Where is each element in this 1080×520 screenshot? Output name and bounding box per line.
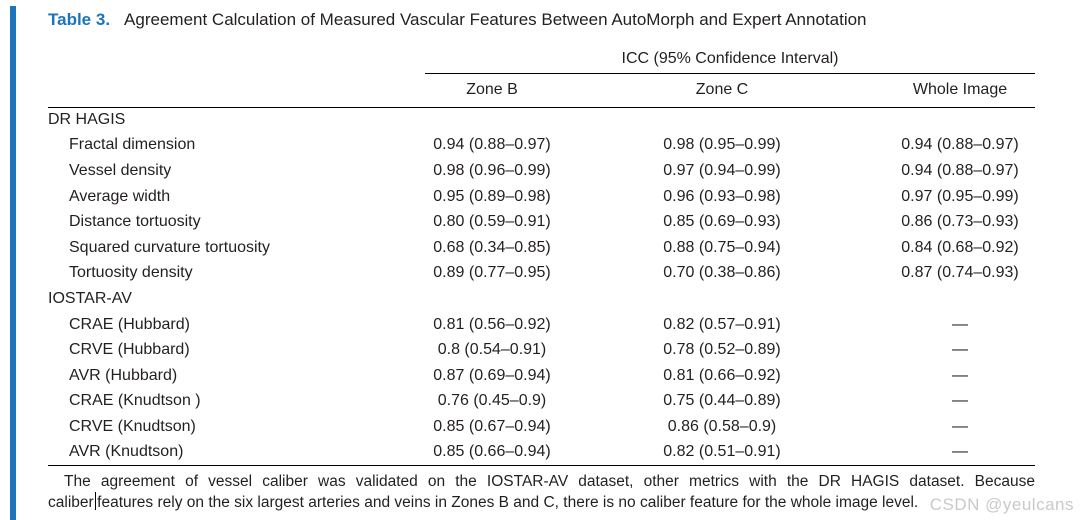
section-header-dr-hagis: DR HAGIS bbox=[48, 111, 126, 129]
csdn-watermark: CSDN @yeulcans bbox=[929, 495, 1074, 514]
whole-image-value: — bbox=[952, 392, 968, 410]
row-label: AVR (Hubbard) bbox=[69, 366, 178, 384]
table-title-text: Agreement Calculation of Measured Vascul… bbox=[124, 10, 867, 29]
icc-spanner-header: ICC (95% Confidence Interval) bbox=[425, 43, 1035, 74]
zone-b-value: 0.89 (0.77–0.95) bbox=[433, 264, 551, 282]
row-label: Tortuosity density bbox=[69, 264, 193, 282]
row-label: CRAE (Knudtson ) bbox=[69, 392, 201, 410]
table-row: Vessel density 0.98 (0.96–0.99) 0.97 (0.… bbox=[48, 158, 1035, 184]
whole-image-value: 0.86 (0.73–0.93) bbox=[901, 213, 1019, 231]
zone-c-value: 0.85 (0.69–0.93) bbox=[663, 213, 781, 231]
section-header-row: IOSTAR-AV bbox=[48, 286, 1035, 312]
whole-image-value: 0.84 (0.68–0.92) bbox=[901, 238, 1019, 256]
whole-image-value: — bbox=[952, 417, 968, 435]
column-header-row: Zone B Zone C Whole Image bbox=[48, 73, 1035, 108]
zone-c-value: 0.82 (0.51–0.91) bbox=[663, 443, 781, 461]
text-cursor bbox=[94, 492, 97, 511]
zone-b-value: 0.85 (0.67–0.94) bbox=[433, 417, 551, 435]
zone-c-value: 0.81 (0.66–0.92) bbox=[663, 366, 781, 384]
whole-image-value: — bbox=[952, 443, 968, 461]
left-accent-bar bbox=[10, 6, 16, 520]
table-footnote: The agreement of vessel caliber was vali… bbox=[48, 472, 1035, 514]
zone-b-value: 0.68 (0.34–0.85) bbox=[433, 238, 551, 256]
col-header-whole-image: Whole Image bbox=[885, 73, 1035, 108]
col-header-zone-c: Zone C bbox=[559, 73, 885, 108]
table-number-label: Table 3. bbox=[48, 10, 111, 29]
section-header-iostar-av: IOSTAR-AV bbox=[48, 289, 132, 307]
table-row: Fractal dimension 0.94 (0.88–0.97) 0.98 … bbox=[48, 133, 1035, 159]
zone-c-value: 0.86 (0.58–0.9) bbox=[667, 417, 777, 435]
zone-b-value: 0.85 (0.66–0.94) bbox=[433, 443, 551, 461]
row-label: Vessel density bbox=[69, 161, 172, 179]
row-label: Average width bbox=[69, 187, 171, 205]
zone-c-value: 0.78 (0.52–0.89) bbox=[663, 341, 781, 359]
row-label: Squared curvature tortuosity bbox=[69, 238, 270, 256]
footnote-line-1[interactable]: The agreement of vessel caliber was vali… bbox=[64, 472, 1035, 490]
zone-c-value: 0.98 (0.95–0.99) bbox=[663, 136, 781, 154]
empty-cell bbox=[48, 43, 425, 73]
whole-image-value: — bbox=[952, 315, 968, 333]
zone-b-value: 0.98 (0.96–0.99) bbox=[433, 161, 551, 179]
row-label: CRVE (Hubbard) bbox=[69, 341, 190, 359]
zone-c-value: 0.97 (0.94–0.99) bbox=[663, 161, 781, 179]
footnote-text-before-cursor: caliber bbox=[48, 494, 94, 512]
table-row: Average width 0.95 (0.89–0.98) 0.96 (0.9… bbox=[48, 184, 1035, 210]
zone-c-value: 0.88 (0.75–0.94) bbox=[663, 238, 781, 256]
empty-cell bbox=[48, 73, 425, 108]
table-row: Tortuosity density 0.89 (0.77–0.95) 0.70… bbox=[48, 261, 1035, 287]
zone-c-value: 0.82 (0.57–0.91) bbox=[663, 315, 781, 333]
table-row: AVR (Hubbard) 0.87 (0.69–0.94) 0.81 (0.6… bbox=[48, 363, 1035, 389]
zone-b-value: 0.8 (0.54–0.91) bbox=[437, 341, 547, 359]
footnote-line-2[interactable]: caliber features rely on the six largest … bbox=[48, 492, 1035, 514]
zone-b-value: 0.87 (0.69–0.94) bbox=[433, 366, 551, 384]
zone-b-value: 0.76 (0.45–0.9) bbox=[437, 392, 547, 410]
row-label: Distance tortuosity bbox=[69, 213, 201, 231]
table-row: CRAE (Knudtson ) 0.76 (0.45–0.9) 0.75 (0… bbox=[48, 389, 1035, 415]
col-header-zone-b: Zone B bbox=[425, 73, 559, 108]
whole-image-value: — bbox=[952, 341, 968, 359]
row-label: AVR (Knudtson) bbox=[69, 443, 184, 461]
zone-b-value: 0.95 (0.89–0.98) bbox=[433, 187, 551, 205]
zone-b-value: 0.80 (0.59–0.91) bbox=[433, 213, 551, 231]
table-row: CRAE (Hubbard) 0.81 (0.56–0.92) 0.82 (0.… bbox=[48, 312, 1035, 338]
row-label: CRAE (Hubbard) bbox=[69, 315, 190, 333]
table-row: Distance tortuosity 0.80 (0.59–0.91) 0.8… bbox=[48, 209, 1035, 235]
zone-c-value: 0.75 (0.44–0.89) bbox=[663, 392, 781, 410]
table-row: Squared curvature tortuosity 0.68 (0.34–… bbox=[48, 235, 1035, 261]
whole-image-value: 0.94 (0.88–0.97) bbox=[901, 136, 1019, 154]
whole-image-value: 0.94 (0.88–0.97) bbox=[901, 161, 1019, 179]
table-row: CRVE (Knudtson) 0.85 (0.67–0.94) 0.86 (0… bbox=[48, 414, 1035, 440]
zone-b-value: 0.94 (0.88–0.97) bbox=[433, 136, 551, 154]
table-row: AVR (Knudtson) 0.85 (0.66–0.94) 0.82 (0.… bbox=[48, 440, 1035, 466]
footnote-text-after-cursor: features rely on the six largest arterie… bbox=[97, 494, 919, 512]
zone-c-value: 0.70 (0.38–0.86) bbox=[663, 264, 781, 282]
table-row: CRVE (Hubbard) 0.8 (0.54–0.91) 0.78 (0.5… bbox=[48, 337, 1035, 363]
row-label: Fractal dimension bbox=[69, 136, 196, 154]
table-caption: Table 3. Agreement Calculation of Measur… bbox=[48, 8, 1035, 32]
zone-c-value: 0.96 (0.93–0.98) bbox=[663, 187, 781, 205]
whole-image-value: 0.97 (0.95–0.99) bbox=[901, 187, 1019, 205]
row-label: CRVE (Knudtson) bbox=[69, 417, 196, 435]
whole-image-value: 0.87 (0.74–0.93) bbox=[901, 264, 1019, 282]
agreement-table: ICC (95% Confidence Interval) Zone B Zon… bbox=[48, 43, 1035, 466]
whole-image-value: — bbox=[952, 366, 968, 384]
spanner-header-row: ICC (95% Confidence Interval) bbox=[48, 43, 1035, 74]
zone-b-value: 0.81 (0.56–0.92) bbox=[433, 315, 551, 333]
table-figure: Table 3. Agreement Calculation of Measur… bbox=[48, 8, 1035, 514]
section-header-row: DR HAGIS bbox=[48, 107, 1035, 133]
